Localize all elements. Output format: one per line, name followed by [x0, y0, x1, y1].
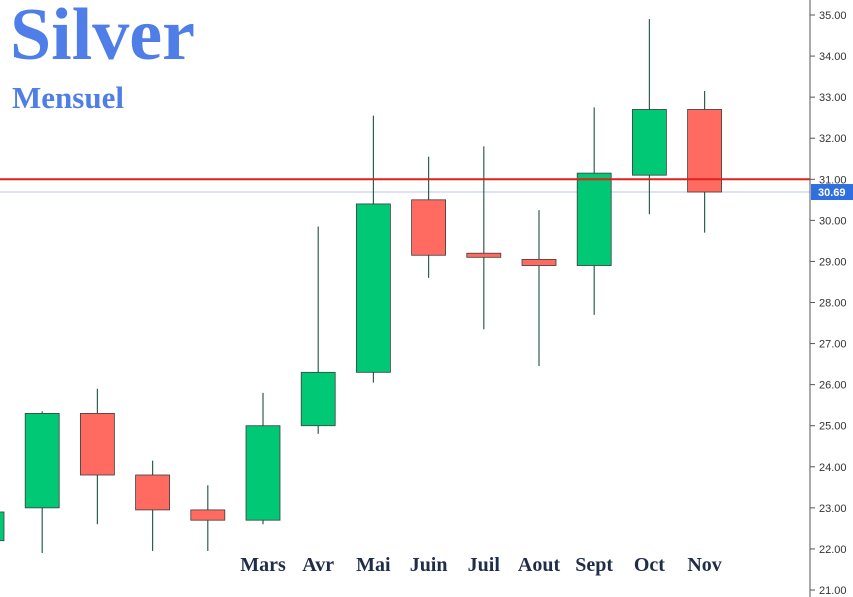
y-tick-label: 28.00	[819, 298, 847, 310]
y-tick-label: 27.00	[819, 339, 847, 351]
candle-up	[300, 371, 336, 427]
candle-up	[245, 425, 281, 521]
chart-subtitle: Mensuel	[12, 80, 124, 115]
candle-down	[135, 474, 171, 511]
candle-down	[521, 258, 557, 266]
y-tick-label: 30.00	[819, 215, 847, 227]
month-label: Aout	[518, 554, 561, 576]
y-tick-label: 25.00	[819, 421, 847, 433]
month-label: Mai	[356, 554, 391, 576]
candle-down	[687, 109, 722, 193]
candle-up	[24, 412, 60, 509]
month-label: Juil	[468, 554, 501, 576]
y-tick-label: 24.00	[819, 462, 847, 474]
month-label: Avr	[302, 554, 334, 576]
candle-down	[411, 199, 447, 256]
y-tick-label: 29.00	[819, 256, 847, 268]
y-tick-label: 35.00	[819, 10, 847, 22]
y-tick-label: 21.00	[819, 585, 847, 597]
y-tick-label: 34.00	[819, 51, 847, 63]
chart-title: Silver	[10, 0, 195, 76]
month-label: Oct	[634, 554, 665, 576]
candle-down	[190, 509, 226, 521]
month-label: Mars	[240, 554, 286, 576]
month-label: Sept	[575, 554, 613, 576]
candle-up	[632, 109, 667, 176]
candle-up	[0, 511, 5, 542]
y-tick-label: 23.00	[819, 503, 847, 515]
month-label: Nov	[687, 554, 721, 576]
y-tick-label: 31.00	[819, 174, 847, 186]
y-tick-label: 22.00	[819, 544, 847, 556]
last-price-label: 30.69	[818, 187, 846, 199]
y-tick-label: 32.00	[819, 133, 847, 145]
month-label: Juin	[410, 554, 448, 576]
candle-up	[355, 203, 391, 373]
candle-up	[576, 172, 612, 266]
candle-down	[80, 412, 115, 476]
y-tick-label: 33.00	[819, 92, 847, 104]
candle-down	[466, 252, 502, 258]
y-tick-label: 26.00	[819, 380, 847, 392]
last-price-tag	[811, 184, 853, 201]
